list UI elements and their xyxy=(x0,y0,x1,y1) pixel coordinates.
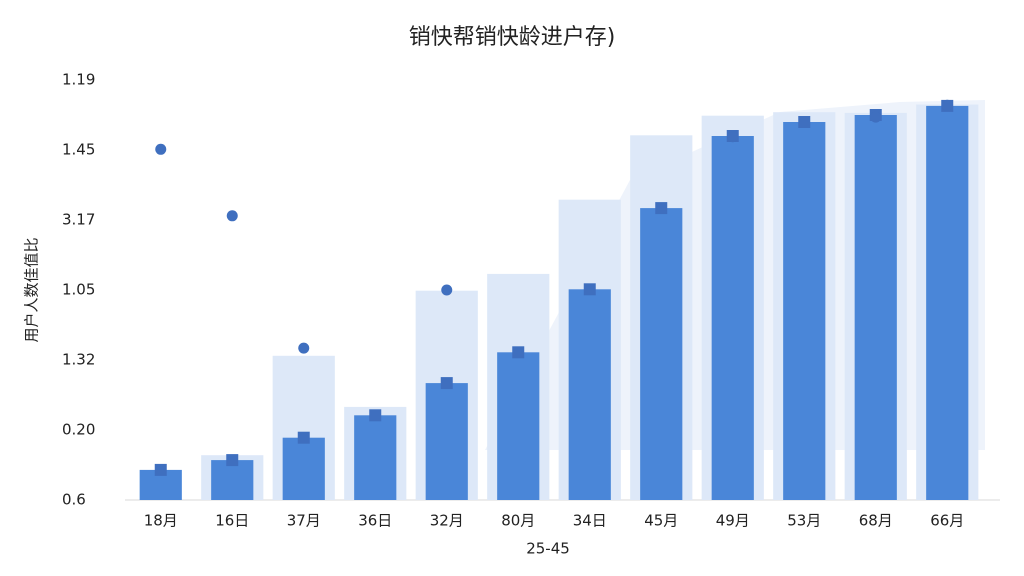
marker xyxy=(155,143,167,155)
y-tick-label: 1.32 xyxy=(62,351,95,369)
marker xyxy=(226,210,238,222)
x-tick-label: 18月 xyxy=(144,512,178,530)
bar xyxy=(711,136,754,500)
x-tick-label: 49月 xyxy=(716,512,750,530)
x-tick-label: 80月 xyxy=(501,512,535,530)
y-tick-label: 0.20 xyxy=(62,421,95,439)
bar xyxy=(854,115,897,500)
chart-title: 销快帮销快龄进户存) xyxy=(409,25,616,50)
bar xyxy=(282,437,325,500)
bar-cap xyxy=(583,283,596,296)
bar-cap xyxy=(369,409,382,422)
marker xyxy=(298,342,310,354)
bar-cap xyxy=(798,116,811,128)
x-tick-label: 16日 xyxy=(215,512,249,530)
marker xyxy=(441,284,453,296)
bar-cap xyxy=(297,431,310,444)
y-tick-label: 1.45 xyxy=(62,141,95,159)
bar-cap xyxy=(512,346,525,359)
bar xyxy=(783,122,826,500)
marker xyxy=(941,99,953,111)
bar-cap xyxy=(655,202,668,215)
y-axis-label: 用户人数佳值比 xyxy=(23,237,41,342)
x-tick-label: 32月 xyxy=(430,512,464,530)
bar xyxy=(926,105,969,501)
y-tick-label: 1.05 xyxy=(62,281,95,299)
bar xyxy=(425,383,468,500)
bar xyxy=(354,415,397,500)
bar-cap xyxy=(440,377,453,390)
x-tick-label: 36日 xyxy=(358,512,392,530)
bar-cap xyxy=(226,454,239,467)
bar xyxy=(497,352,540,500)
x-axis-label: 25-45 xyxy=(526,540,570,558)
marker xyxy=(870,111,882,123)
x-tick-label: 34日 xyxy=(573,512,607,530)
y-tick-label: 3.17 xyxy=(62,211,95,229)
bar xyxy=(640,208,683,500)
x-tick-label: 37月 xyxy=(287,512,321,530)
x-tick-label: 66月 xyxy=(930,512,964,530)
y-tick-label: 1.19 xyxy=(62,71,95,89)
x-tick-label: 68月 xyxy=(859,512,893,530)
bar xyxy=(568,289,611,500)
y-tick-label: 0.6 xyxy=(62,491,86,509)
x-tick-label: 53月 xyxy=(787,512,821,530)
bar xyxy=(211,460,254,500)
marker xyxy=(727,131,739,143)
x-tick-label: 45月 xyxy=(644,512,678,530)
bar-cap xyxy=(154,463,167,476)
